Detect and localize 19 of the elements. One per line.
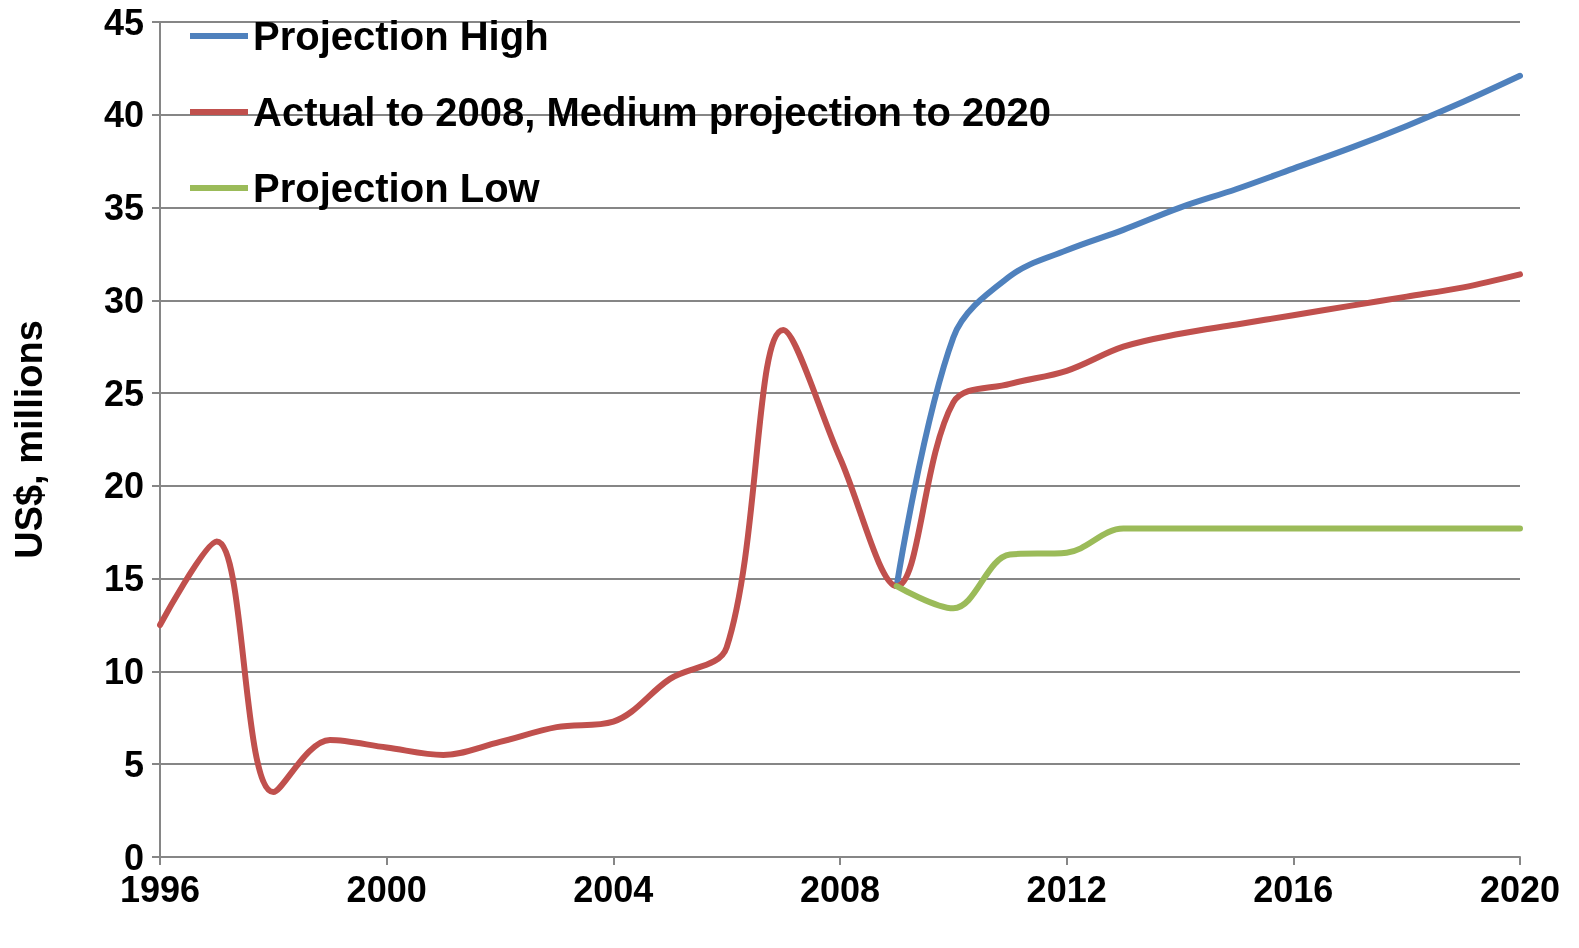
y-tick-label: 20 [103, 465, 144, 507]
y-tick-label: 40 [103, 94, 144, 136]
x-tick-label: 2016 [1253, 868, 1334, 910]
y-axis-title: US$, millions [8, 320, 50, 559]
x-tick-label: 2008 [799, 868, 881, 910]
y-tick-label: 30 [103, 279, 144, 321]
y-tick-label: 5 [123, 743, 144, 785]
x-tick-label: 2020 [1479, 868, 1561, 910]
y-tick-label: 15 [103, 558, 144, 600]
x-tick-label: 2012 [1026, 868, 1107, 910]
x-tick-label: 2004 [573, 868, 654, 910]
y-tick-label: 10 [103, 650, 144, 692]
x-tick-label: 2000 [346, 868, 427, 910]
y-tick-label: 35 [103, 187, 144, 229]
y-tick-label: 45 [103, 1, 144, 43]
legend-label: Actual to 2008, Medium projection to 2020 [253, 90, 1051, 134]
legend-label: Projection Low [253, 166, 541, 210]
legend-label: Projection High [253, 14, 549, 58]
y-tick-label: 25 [103, 372, 144, 414]
